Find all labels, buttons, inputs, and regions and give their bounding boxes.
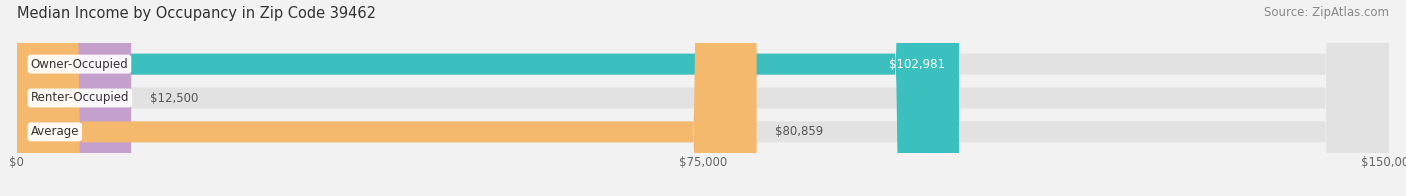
Text: Owner-Occupied: Owner-Occupied <box>31 58 128 71</box>
Text: $12,500: $12,500 <box>149 92 198 104</box>
FancyBboxPatch shape <box>17 0 131 196</box>
FancyBboxPatch shape <box>17 0 959 196</box>
Text: $80,859: $80,859 <box>775 125 823 138</box>
Text: Source: ZipAtlas.com: Source: ZipAtlas.com <box>1264 6 1389 19</box>
Text: Median Income by Occupancy in Zip Code 39462: Median Income by Occupancy in Zip Code 3… <box>17 6 375 21</box>
FancyBboxPatch shape <box>17 0 756 196</box>
Text: Renter-Occupied: Renter-Occupied <box>31 92 129 104</box>
Text: Average: Average <box>31 125 79 138</box>
FancyBboxPatch shape <box>17 0 1389 196</box>
Text: $102,981: $102,981 <box>889 58 945 71</box>
FancyBboxPatch shape <box>17 0 1389 196</box>
FancyBboxPatch shape <box>17 0 1389 196</box>
